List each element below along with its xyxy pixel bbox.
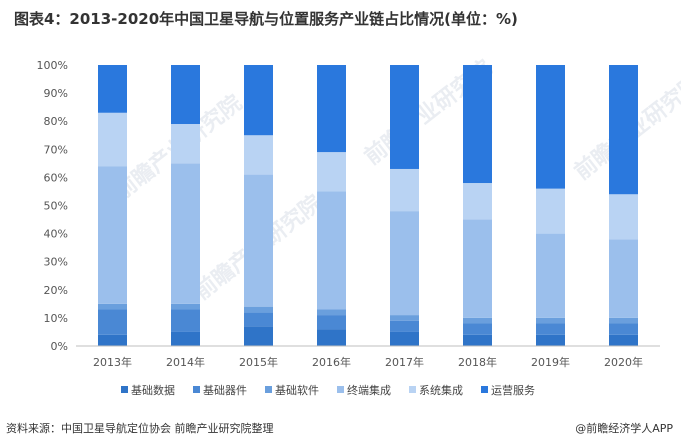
bar-segment [390, 315, 419, 321]
chart-title: 图表4：2013-2020年中国卫星导航与位置服务产业链占比情况(单位：%) [14, 10, 518, 28]
bar-segment [317, 65, 346, 153]
bar-segment [536, 233, 565, 318]
bar-segment [317, 329, 346, 346]
y-tick-label: 30% [44, 256, 68, 269]
bar-segment [171, 309, 200, 332]
y-tick-label: 70% [44, 143, 68, 156]
legend: 基础数据 基础器件 基础软件 终端集成 系统集成 运营服务 [121, 383, 535, 397]
bar-segment [463, 334, 492, 346]
y-tick-label: 0% [51, 340, 68, 353]
x-tick-label: 2014年 [166, 355, 205, 369]
y-tick-label: 60% [44, 171, 68, 184]
bar-segment [463, 65, 492, 184]
bar-segment [609, 239, 638, 318]
legend-swatch [481, 386, 488, 393]
bar-segment [98, 334, 127, 346]
bar-segment [390, 168, 419, 212]
bar-segment [244, 174, 273, 307]
legend-swatch [337, 386, 344, 393]
bar-segment [171, 65, 200, 125]
legend-swatch [409, 386, 416, 393]
bar-segment [171, 124, 200, 164]
bar-segment [536, 323, 565, 335]
y-tick-label: 40% [44, 228, 68, 241]
bar-segment [244, 135, 273, 175]
bar-segment [171, 331, 200, 346]
y-axis: 0% 10% 20% 30% 40% 50% 60% 70% 80% 90% 100% [37, 59, 68, 353]
legend-swatch [265, 386, 272, 393]
brand-label: @前瞻经济学人APP [575, 422, 673, 435]
x-tick-label: 2015年 [239, 355, 278, 369]
x-tick-label: 2013年 [93, 355, 132, 369]
bar-segment [609, 323, 638, 335]
bar-segment [463, 317, 492, 324]
bar-segment [609, 317, 638, 324]
bar-segment [98, 112, 127, 167]
bar-segment [98, 166, 127, 304]
bar-segment [536, 317, 565, 324]
x-tick-label: 2019年 [531, 355, 570, 369]
bar-segment [317, 152, 346, 192]
bar-segment [317, 315, 346, 330]
bar-segment [98, 309, 127, 335]
x-tick-label: 2018年 [458, 355, 497, 369]
bar-segment [536, 334, 565, 346]
legend-swatch [121, 386, 128, 393]
bar-segment [609, 334, 638, 346]
legend-label: 基础软件 [275, 383, 319, 397]
legend-label: 运营服务 [491, 383, 535, 397]
x-tick-label: 2020年 [604, 355, 643, 369]
bar-segment [390, 320, 419, 332]
legend-label: 终端集成 [347, 383, 391, 397]
bar-segment [317, 191, 346, 310]
bar-segment [317, 309, 346, 316]
bar-segment [171, 303, 200, 310]
x-tick-label: 2016年 [312, 355, 351, 369]
legend-swatch [193, 386, 200, 393]
bar-segment [244, 65, 273, 136]
legend-label: 基础数据 [131, 383, 175, 397]
bar-segment [463, 183, 492, 220]
bar-segment [609, 65, 638, 195]
y-tick-label: 10% [44, 312, 68, 325]
legend-label: 基础器件 [203, 384, 247, 397]
bar-segment [244, 306, 273, 313]
bar-segment [390, 211, 419, 316]
bar-segment [536, 188, 565, 234]
bar-segment [609, 194, 638, 240]
y-tick-label: 90% [44, 87, 68, 100]
y-tick-label: 50% [44, 200, 68, 213]
bar-segment [98, 65, 127, 113]
bar-segment [244, 326, 273, 346]
bar-segment [536, 65, 565, 189]
bar-segment [390, 65, 419, 169]
y-tick-label: 100% [37, 59, 68, 72]
y-tick-label: 20% [44, 284, 68, 297]
bar-segment [244, 312, 273, 327]
legend-label: 系统集成 [419, 383, 463, 397]
source-note: 资料来源：中国卫星导航定位协会 前瞻产业研究院整理 [6, 422, 274, 435]
y-tick-label: 80% [44, 115, 68, 128]
bar-segment [463, 323, 492, 335]
x-tick-label: 2017年 [385, 355, 424, 369]
bar-segment [390, 331, 419, 346]
bars-group [98, 65, 638, 346]
bar-segment [98, 303, 127, 310]
bar-segment [171, 163, 200, 304]
bar-segment [463, 219, 492, 318]
x-axis: 2013年 2014年 2015年 2016年 2017年 2018年 2019年 2020年 [76, 345, 660, 369]
